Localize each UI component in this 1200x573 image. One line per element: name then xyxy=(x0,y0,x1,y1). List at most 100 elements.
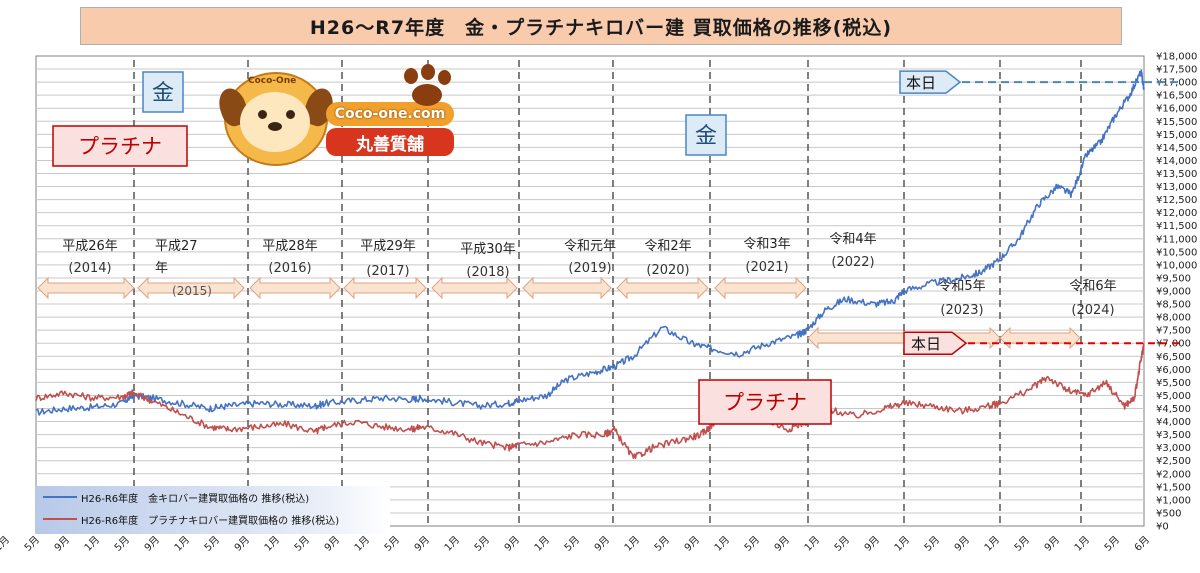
x-tick-label: 1月 xyxy=(532,534,552,554)
gold-label-mid: 金 xyxy=(695,124,717,149)
year-label: 令和元年 xyxy=(564,239,616,254)
x-tick-label: 9月 xyxy=(52,534,72,554)
platinum-label-left: プラチナ xyxy=(78,135,162,159)
y-tick-label: ¥8,500 xyxy=(1156,300,1191,311)
brand-logo: Coco-One Coco-one.com 丸善質舗 xyxy=(214,64,456,166)
y-tick-label: ¥15,500 xyxy=(1156,117,1197,128)
today-platinum-label: 本日 xyxy=(911,335,941,353)
y-tick-label: ¥500 xyxy=(1156,508,1181,519)
year-label: 平成30年 xyxy=(460,242,516,257)
year-labels: 平成26年 (2014) 平成27 年 (2015) 平成28年 (2016) 平成29年 (2… xyxy=(62,232,1116,318)
x-tick-label: 5月 xyxy=(382,534,402,554)
year-label: 令和3年 xyxy=(743,237,790,252)
legend-item-gold: H26-R6年度 金キロバー建買取価格の 推移(税込) xyxy=(35,486,390,508)
year-arrow xyxy=(431,276,518,300)
platinum-label-mid-box xyxy=(698,379,832,425)
legend-swatch-platinum xyxy=(43,518,77,520)
x-tick-label: 1月 xyxy=(802,534,822,554)
chart-legend: H26-R6年度 金キロバー建買取価格の 推移(税込) H26-R6年度 プラチ… xyxy=(35,486,390,534)
x-tick-label: 5月 xyxy=(472,534,492,554)
y-tick-label: ¥2,500 xyxy=(1156,456,1191,467)
today-gold-label: 本日 xyxy=(906,74,936,92)
today-gold-marker xyxy=(899,70,962,94)
y-tick-label: ¥13,500 xyxy=(1156,169,1197,180)
y-tick-label: ¥1,000 xyxy=(1156,495,1191,506)
year-label: 平成27 xyxy=(155,239,198,254)
x-tick-label: 9月 xyxy=(142,534,162,554)
year-label: 平成29年 xyxy=(360,239,416,254)
year-label-sub: (2022) xyxy=(831,255,874,270)
gold-label-mid-box xyxy=(685,114,727,156)
logo-site-text: Coco-one.com xyxy=(326,102,454,126)
y-tick-label: ¥12,500 xyxy=(1156,195,1197,206)
x-tick-label: 5月 xyxy=(652,534,672,554)
logo-top-text: Coco-One xyxy=(248,76,297,86)
year-label: 令和5年 xyxy=(938,279,985,294)
x-tick-label: 5月 xyxy=(1012,534,1032,554)
y-tick-label: ¥4,500 xyxy=(1156,404,1191,415)
x-tick-label: 9月 xyxy=(682,534,702,554)
year-arrow xyxy=(343,276,427,300)
y-tick-label: ¥12,000 xyxy=(1156,208,1197,219)
legend-label-gold: H26-R6年度 金キロバー建買取価格の 推移(税込) xyxy=(81,493,310,505)
year-label-sub: (2014) xyxy=(68,261,111,276)
year-label: 平成26年 xyxy=(62,239,118,254)
x-tick-label: 1月 xyxy=(442,534,462,554)
x-tick-label: 5月 xyxy=(742,534,762,554)
year-label-sub: (2023) xyxy=(940,303,983,318)
y-tick-label: ¥1,500 xyxy=(1156,482,1191,493)
x-tick-label: 9月 xyxy=(412,534,432,554)
x-tick-label: 5月 xyxy=(832,534,852,554)
x-tick-label: 1月 xyxy=(352,534,372,554)
year-label-sub: (2016) xyxy=(268,261,311,276)
x-tick-label: 1月 xyxy=(262,534,282,554)
x-tick-label: 5月 xyxy=(562,534,582,554)
x-tick-label: 9月 xyxy=(772,534,792,554)
y-tick-label: ¥7,500 xyxy=(1156,326,1191,337)
y-tick-label: ¥2,000 xyxy=(1156,469,1191,480)
legend-label-platinum: H26-R6年度 プラチナキロバー建買取価格の 推移(税込) xyxy=(81,515,340,527)
year-arrow xyxy=(714,276,807,300)
y-tick-label: ¥15,000 xyxy=(1156,130,1197,141)
x-tick-label: 9月 xyxy=(322,534,342,554)
year-label: 令和2年 xyxy=(644,239,691,254)
x-tick-label: 1月 xyxy=(1072,534,1092,554)
series-layer xyxy=(35,69,1145,460)
year-label-sub: 年 xyxy=(155,261,168,276)
y-tick-label: ¥6,500 xyxy=(1156,352,1191,363)
y-tick-label: ¥9,000 xyxy=(1156,287,1191,298)
x-tick-label: 5月 xyxy=(202,534,222,554)
year-label: 令和4年 xyxy=(829,232,876,247)
x-tick-label: 1月 xyxy=(172,534,192,554)
x-tick-label: 9月 xyxy=(502,534,522,554)
legend-item-platinum: H26-R6年度 プラチナキロバー建買取価格の 推移(税込) xyxy=(35,508,390,530)
y-tick-label: ¥14,000 xyxy=(1156,156,1197,167)
year-label-sub: (2019) xyxy=(568,261,611,276)
y-tick-label: ¥14,500 xyxy=(1156,143,1197,154)
x-tick-label: 1月 xyxy=(892,534,912,554)
year-arrow xyxy=(37,276,135,300)
year-label-sub: (2015) xyxy=(172,284,212,298)
y-tick-label: ¥10,500 xyxy=(1156,247,1197,258)
y-tick-label: ¥6,000 xyxy=(1156,365,1191,376)
y-tick-label: ¥3,000 xyxy=(1156,443,1191,454)
x-tick-label: 1月 xyxy=(982,534,1002,554)
year-arrow xyxy=(137,276,245,300)
x-tick-label: 5月 xyxy=(1102,534,1122,554)
x-tick-label: 6月 xyxy=(1132,534,1152,554)
x-tick-label: 5月 xyxy=(112,534,132,554)
y-tick-label: ¥13,000 xyxy=(1156,182,1197,193)
dog-mascot-icon: Coco-One xyxy=(214,72,338,166)
year-label-sub: (2024) xyxy=(1071,303,1114,318)
gold-label-top-box xyxy=(142,71,184,113)
y-tick-label: ¥8,000 xyxy=(1156,313,1191,324)
year-label-sub: (2021) xyxy=(745,260,788,275)
year-label: 令和6年 xyxy=(1069,279,1116,294)
year-arrow xyxy=(522,276,612,300)
y-tick-label: ¥9,500 xyxy=(1156,273,1191,284)
year-label-sub: (2017) xyxy=(366,264,409,279)
legend-swatch-gold xyxy=(43,496,77,498)
y-axis-ticks: ¥0 ¥500 ¥1,000 ¥1,500 ¥2,000 ¥2,500 ¥3,000 ¥3,5… xyxy=(1156,52,1197,533)
